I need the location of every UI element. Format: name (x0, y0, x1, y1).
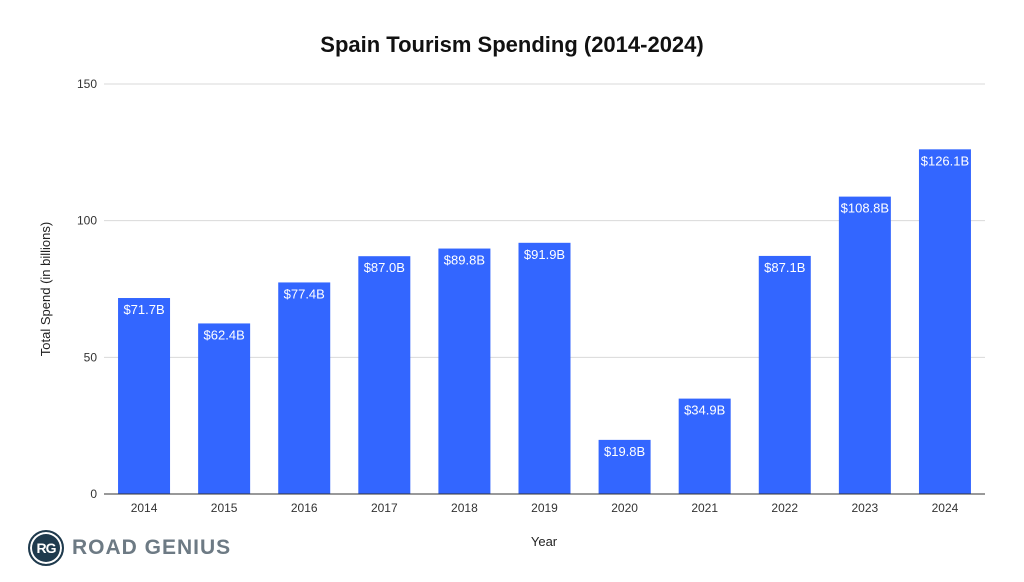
data-label: $34.9B (684, 403, 725, 418)
x-tick-label: 2024 (932, 501, 959, 515)
bar-2015 (198, 323, 251, 494)
data-label: $89.8B (444, 253, 485, 268)
x-tick-label: 2018 (451, 501, 478, 515)
y-axis-ticks: 0 50 100 150 (77, 77, 97, 501)
x-axis-ticks: 2014 2015 2016 2017 2018 2019 2020 2021 2022 2023… (131, 501, 959, 515)
x-tick-label: 2020 (611, 501, 638, 515)
data-label: $87.0B (364, 260, 405, 275)
bars: $71.7B $62.4B $77.4B $87.0B $89.8B $91.9B $19.… (118, 149, 971, 494)
data-label: $108.8B (841, 201, 889, 216)
data-label: $91.9B (524, 247, 565, 262)
x-tick-label: 2014 (131, 501, 158, 515)
x-tick-label: 2023 (852, 501, 879, 515)
x-tick-label: 2022 (771, 501, 798, 515)
x-tick-label: 2016 (291, 501, 318, 515)
bar-2017 (358, 256, 411, 494)
rg-badge-icon: RG (28, 530, 64, 566)
data-label: $62.4B (204, 327, 245, 342)
data-label: $71.7B (123, 302, 164, 317)
x-tick-label: 2019 (531, 501, 558, 515)
data-label: $87.1B (764, 260, 805, 275)
bar-2022 (758, 255, 811, 494)
bar-2024 (918, 149, 971, 494)
y-tick-label: 100 (77, 214, 97, 228)
bar-2019 (518, 242, 571, 494)
bar-2018 (438, 248, 491, 494)
y-tick-label: 0 (90, 487, 97, 501)
data-label: $126.1B (921, 153, 969, 168)
bar-2016 (278, 282, 331, 494)
data-label: $77.4B (284, 286, 325, 301)
bar-2023 (838, 196, 891, 494)
bar-2021 (678, 398, 731, 494)
y-tick-label: 150 (77, 77, 97, 91)
chart-title: Spain Tourism Spending (2014-2024) (320, 32, 703, 57)
x-tick-label: 2017 (371, 501, 398, 515)
brand-name: ROAD GENIUS (72, 536, 232, 559)
data-label: $19.8B (604, 444, 645, 459)
road-genius-logo: RG ROAD GENIUS (28, 530, 231, 566)
bar-2020 (598, 439, 651, 494)
y-tick-label: 50 (84, 350, 98, 364)
x-tick-label: 2015 (211, 501, 238, 515)
bar-2014 (118, 298, 171, 494)
x-axis-label: Year (531, 534, 558, 549)
y-axis-label: Total Spend (in billions) (38, 222, 53, 356)
x-tick-label: 2021 (691, 501, 718, 515)
